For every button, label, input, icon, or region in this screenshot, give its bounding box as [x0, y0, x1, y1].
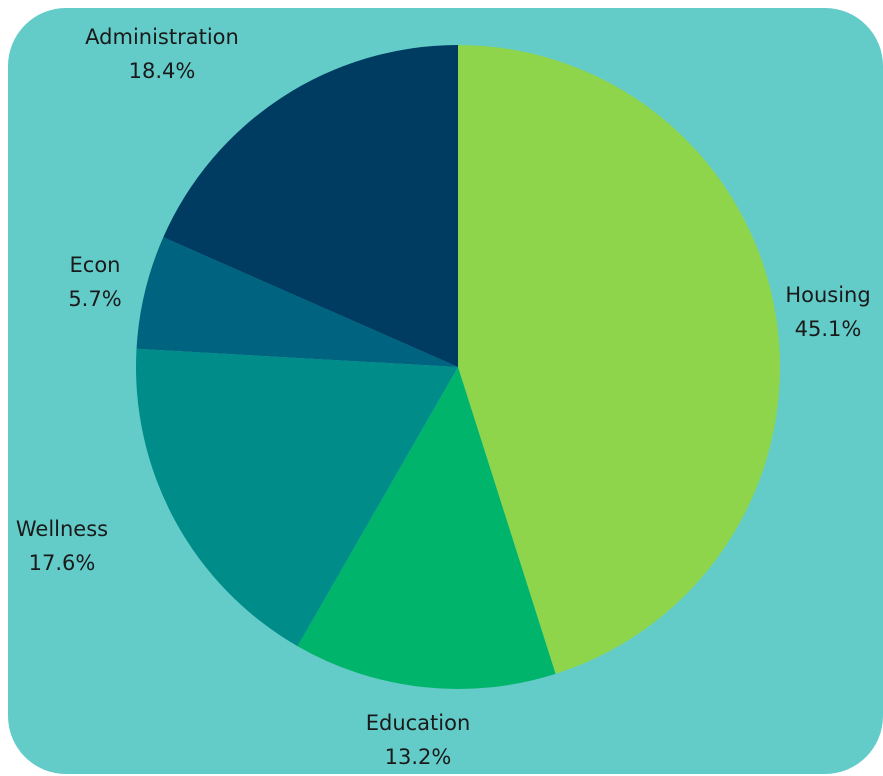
pie-slice-education — [297, 367, 556, 690]
slice-label-administration: Administration — [85, 25, 239, 49]
pie-slice-wellness — [135, 348, 458, 647]
slice-label-wellness: Wellness — [16, 517, 108, 541]
slice-value-housing: 45.1% — [795, 317, 862, 341]
slice-label-econ: Econ — [70, 253, 121, 277]
slice-value-administration: 18.4% — [129, 59, 196, 83]
slice-label-housing: Housing — [785, 283, 870, 307]
slice-label-education: Education — [366, 711, 471, 735]
slice-value-education: 13.2% — [385, 745, 452, 769]
pie-slice-administration — [163, 45, 459, 367]
pie-slice-housing — [458, 45, 781, 674]
slice-value-wellness: 17.6% — [29, 551, 96, 575]
slice-value-econ: 5.7% — [68, 287, 121, 311]
pie-slice-econ — [136, 237, 458, 367]
